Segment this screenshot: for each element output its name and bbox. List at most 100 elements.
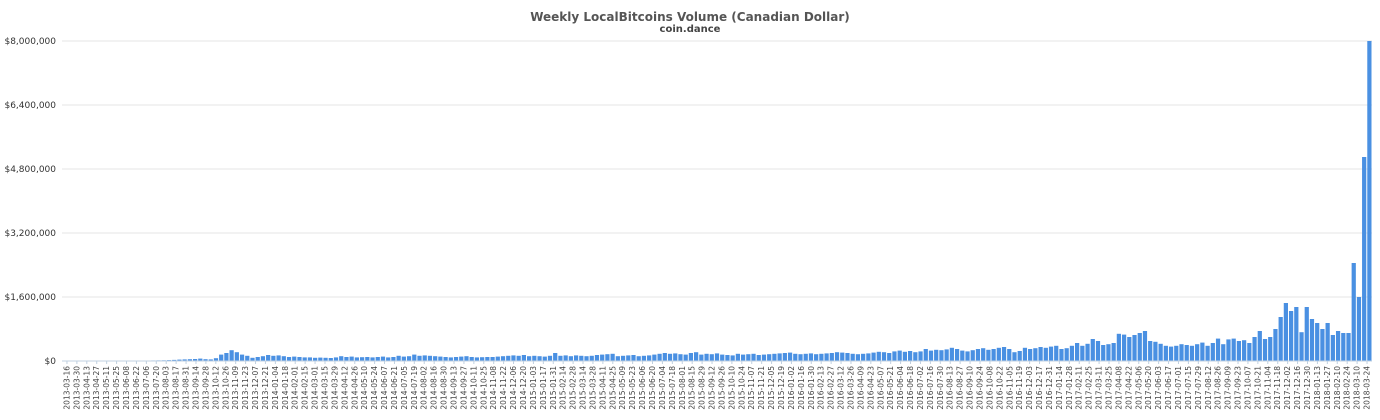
bar xyxy=(1075,343,1080,361)
bar xyxy=(239,354,245,361)
x-tick-label: 2017-06-17 xyxy=(1164,366,1173,410)
x-tick-label: 2013-05-25 xyxy=(112,366,121,410)
x-tick-label: 2017-10-21 xyxy=(1253,366,1262,410)
bar xyxy=(1341,333,1346,361)
bar xyxy=(1268,337,1273,361)
bar xyxy=(861,353,866,361)
bar xyxy=(229,350,234,361)
bar xyxy=(787,352,793,361)
x-tick-label: 2013-05-11 xyxy=(102,366,111,410)
bar xyxy=(1163,345,1168,361)
x-tick-label: 2017-02-25 xyxy=(1085,366,1094,410)
bar xyxy=(960,350,965,361)
x-tick-label: 2014-04-26 xyxy=(350,366,359,410)
bar xyxy=(213,358,219,361)
x-tick-label: 2015-10-24 xyxy=(737,366,746,410)
bar xyxy=(1090,339,1095,361)
bar xyxy=(579,355,584,361)
x-tick-label: 2013-06-08 xyxy=(122,366,131,410)
bar xyxy=(620,355,626,361)
bar xyxy=(380,356,386,361)
x-tick-label: 2013-11-23 xyxy=(241,366,250,410)
bar xyxy=(412,354,417,361)
x-tick-label: 2014-10-11 xyxy=(469,366,478,410)
x-tick-label: 2016-01-30 xyxy=(807,366,816,410)
bar xyxy=(297,357,302,361)
x-tick-label: 2017-05-20 xyxy=(1144,366,1153,410)
bar xyxy=(365,357,370,361)
x-tick-label: 2016-03-12 xyxy=(837,366,846,410)
x-tick-label: 2013-07-06 xyxy=(142,366,151,410)
x-tick-label: 2017-04-08 xyxy=(1114,366,1123,410)
bar xyxy=(286,357,292,361)
bar xyxy=(333,357,339,361)
bar xyxy=(1054,345,1059,361)
bar xyxy=(1367,41,1372,361)
x-tick-label: 2013-12-21 xyxy=(261,366,270,410)
x-tick-label: 2017-12-16 xyxy=(1293,366,1302,410)
bar xyxy=(897,350,902,361)
x-tick-label: 2016-05-07 xyxy=(876,366,885,410)
bar xyxy=(714,353,720,361)
bar xyxy=(370,357,375,361)
x-tick-label: 2018-03-24 xyxy=(1363,366,1372,410)
x-tick-label: 2017-09-23 xyxy=(1234,366,1243,410)
bar xyxy=(751,353,756,361)
bar xyxy=(459,356,464,361)
bar xyxy=(772,353,777,361)
x-tick-label: 2013-08-31 xyxy=(182,366,191,410)
bar xyxy=(401,356,406,361)
bar xyxy=(532,355,537,361)
bar xyxy=(589,355,594,361)
y-tick-label: $3,200,000 xyxy=(4,229,56,239)
x-tick-label: 2016-06-04 xyxy=(896,366,905,410)
bar xyxy=(203,359,208,361)
x-tick-label: 2015-03-28 xyxy=(588,366,597,410)
bar xyxy=(1283,303,1288,361)
x-tick-label: 2018-01-27 xyxy=(1323,366,1332,410)
bar xyxy=(1294,307,1299,361)
bar xyxy=(386,357,391,361)
x-tick-label: 2015-01-17 xyxy=(539,366,548,410)
bar xyxy=(328,358,333,361)
bar xyxy=(172,359,177,361)
bar xyxy=(667,353,673,361)
bar xyxy=(469,357,474,361)
bar xyxy=(683,354,688,361)
x-tick-label: 2016-11-05 xyxy=(1005,366,1014,410)
bar xyxy=(516,355,521,361)
bar xyxy=(1205,345,1210,361)
bar xyxy=(573,355,579,361)
bar xyxy=(495,356,500,361)
bar xyxy=(876,351,881,361)
bar xyxy=(1106,344,1111,361)
bar xyxy=(1001,347,1007,361)
bar xyxy=(798,354,803,361)
bar xyxy=(610,353,615,361)
x-tick-label: 2016-03-26 xyxy=(846,366,855,410)
x-tick-label: 2015-01-03 xyxy=(529,366,538,410)
bar xyxy=(814,354,819,361)
bar xyxy=(641,355,647,361)
bar xyxy=(908,351,913,361)
x-tick-label: 2016-07-16 xyxy=(926,366,935,410)
bar xyxy=(709,354,714,361)
bar xyxy=(793,353,798,361)
x-tick-label: 2015-09-26 xyxy=(717,366,726,410)
bar xyxy=(631,355,636,361)
x-tick-label: 2014-01-18 xyxy=(281,366,290,410)
bar xyxy=(250,357,255,361)
bar xyxy=(208,359,213,361)
bar xyxy=(1148,341,1153,361)
x-tick-label: 2015-04-25 xyxy=(608,366,617,410)
x-tick-label: 2017-05-06 xyxy=(1134,366,1143,410)
x-tick-label: 2016-06-18 xyxy=(906,366,915,410)
x-tick-label: 2013-04-27 xyxy=(92,366,101,410)
bar xyxy=(1257,331,1262,361)
bar xyxy=(688,353,694,361)
x-tick-label: 2017-03-25 xyxy=(1105,366,1114,410)
bar xyxy=(996,347,1001,361)
x-tick-label: 2015-12-05 xyxy=(767,366,776,410)
bar xyxy=(735,353,740,361)
bar xyxy=(260,356,266,361)
